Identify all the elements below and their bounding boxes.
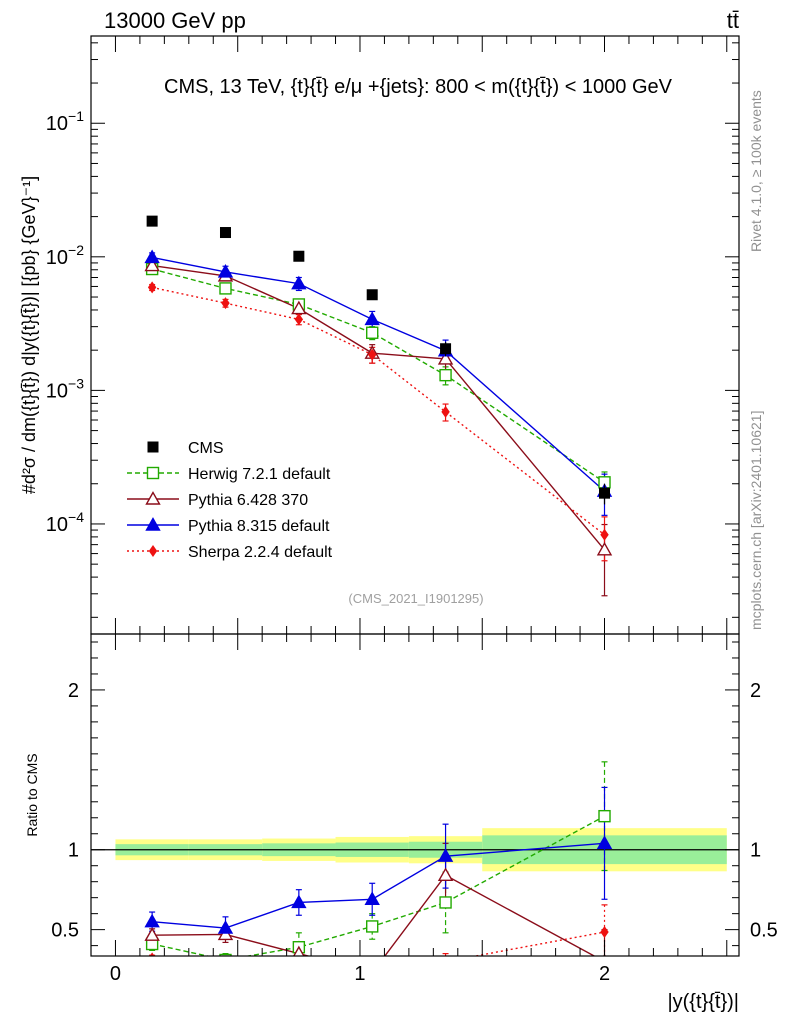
y-axis-label: #d²σ / dm({t}{t̄}) d|y({t}{t̄})| [{pb} {… bbox=[19, 176, 39, 494]
ratio-point-0 bbox=[366, 920, 379, 933]
data-point bbox=[599, 487, 611, 499]
series-point-3 bbox=[600, 528, 609, 541]
legend-marker bbox=[148, 545, 158, 557]
y-tick-exponent: −4 bbox=[68, 509, 84, 525]
y-tick-exponent: −3 bbox=[68, 375, 84, 391]
series-point-0 bbox=[219, 282, 232, 295]
ratio-tick-label-right: 1 bbox=[750, 840, 761, 862]
y-tick-label: 10−2 bbox=[46, 242, 84, 269]
process-label: tt̄ bbox=[727, 8, 739, 33]
y-tick-label: 10−3 bbox=[46, 375, 84, 402]
data-point bbox=[146, 215, 158, 227]
ratio-tick-label-left: 0.5 bbox=[51, 920, 79, 942]
ratio-axis-label: Ratio to CMS bbox=[24, 753, 40, 836]
series-point-1 bbox=[437, 351, 454, 365]
x-tick-label: 0 bbox=[110, 963, 121, 985]
y-tick-mantissa: 10 bbox=[46, 514, 68, 536]
legend-label: Sherpa 2.2.4 default bbox=[188, 544, 333, 561]
series-line-2 bbox=[151, 256, 605, 492]
ratio-point-2 bbox=[364, 891, 380, 905]
main-series bbox=[144, 215, 613, 597]
y-tick-label: 10−4 bbox=[46, 509, 84, 536]
legend: CMS Herwig 7.2.1 default Pythia 6.428 370 P… bbox=[127, 440, 333, 561]
ratio-tick-label-left: 2 bbox=[68, 680, 79, 702]
energy-label: 13000 GeV pp bbox=[104, 8, 246, 33]
ratio-line-0 bbox=[151, 815, 605, 956]
ratio-point-2 bbox=[437, 848, 454, 862]
x-tick-label: 1 bbox=[354, 963, 365, 985]
y-tick-mantissa: 10 bbox=[46, 113, 68, 135]
ratio-point-1 bbox=[437, 867, 454, 882]
legend-marker bbox=[147, 441, 159, 453]
analysis-label: (CMS_2021_I1901295) bbox=[348, 591, 483, 606]
series-point-3 bbox=[294, 313, 304, 326]
ratio-tick-label-right: 0.5 bbox=[750, 920, 778, 942]
ratio-point-3 bbox=[225, 955, 226, 956]
ratio-panel: 0.5 0.5 1 1 2 2 0 1 2 bbox=[51, 633, 778, 985]
series-point-2 bbox=[291, 275, 307, 290]
ratio-point-1 bbox=[366, 966, 379, 978]
legend-marker bbox=[145, 491, 161, 505]
series-point-3 bbox=[368, 348, 377, 361]
x-axis-label: |y({t}{t̄})| bbox=[667, 991, 739, 1013]
series-line-3 bbox=[151, 286, 605, 536]
ratio-point-1 bbox=[293, 945, 305, 956]
series-point-0 bbox=[366, 326, 379, 339]
ratio-point-3 bbox=[445, 955, 446, 956]
series-point-1 bbox=[596, 541, 613, 556]
ratio-tick-label-left: 1 bbox=[68, 840, 79, 862]
legend-marker bbox=[145, 517, 161, 531]
ratio-point-2 bbox=[217, 920, 234, 934]
ratio-line-1 bbox=[152, 874, 596, 956]
mcplots-label: mcplots.cern.ch [arXiv:2401.10621] bbox=[748, 411, 764, 630]
series-point-3 bbox=[221, 297, 230, 310]
y-tick-exponent: −1 bbox=[68, 108, 84, 124]
ratio-bands bbox=[91, 828, 739, 872]
x-tick-label: 2 bbox=[599, 963, 610, 985]
series-point-0 bbox=[439, 368, 452, 382]
legend-label: Pythia 6.428 370 bbox=[188, 492, 308, 509]
plot-title: CMS, 13 TeV, {t}{t̄} e/μ +{jets}: 800 < … bbox=[164, 76, 673, 98]
series-point-2 bbox=[217, 264, 234, 278]
series-point-1 bbox=[144, 257, 160, 272]
ratio-point-1 bbox=[144, 927, 160, 941]
ratio-point-3 bbox=[149, 952, 155, 956]
y-tick-exponent: −2 bbox=[68, 242, 84, 258]
data-point bbox=[293, 250, 305, 262]
rivet-label: Rivet 4.1.0, ≥ 100k events bbox=[748, 90, 764, 252]
legend-label: CMS bbox=[188, 440, 224, 457]
series-point-3 bbox=[441, 405, 450, 418]
ratio-frame bbox=[90, 633, 740, 957]
legend-label: Pythia 8.315 default bbox=[188, 518, 330, 535]
ratio-point-2 bbox=[144, 913, 160, 928]
ratio-point-0 bbox=[598, 809, 611, 823]
main-y-ticks: 10−110−210−310−4 bbox=[46, 108, 84, 536]
data-point bbox=[440, 343, 452, 355]
ratio-point-0 bbox=[439, 896, 452, 909]
legend-marker bbox=[146, 466, 160, 480]
series-point-3 bbox=[147, 281, 157, 294]
data-point bbox=[219, 227, 231, 239]
data-point bbox=[366, 289, 378, 301]
ratio-point-3 bbox=[368, 960, 376, 972]
ratio-point-2 bbox=[596, 835, 613, 850]
ratio-point-3 bbox=[600, 926, 609, 939]
ratio-point-3 bbox=[295, 959, 303, 971]
ratio-tick-label-right: 2 bbox=[750, 680, 761, 702]
ratio-point-0 bbox=[219, 953, 232, 956]
series-point-2 bbox=[144, 249, 160, 264]
series-point-2 bbox=[364, 311, 380, 326]
ratio-series bbox=[144, 761, 613, 978]
y-tick-label: 10−1 bbox=[46, 108, 84, 135]
y-tick-mantissa: 10 bbox=[46, 247, 68, 269]
ratio-line-2 bbox=[152, 842, 605, 929]
legend-label: Herwig 7.2.1 default bbox=[188, 466, 331, 483]
series-line-1 bbox=[152, 264, 606, 551]
y-tick-mantissa: 10 bbox=[46, 380, 68, 402]
series-line-0 bbox=[151, 268, 605, 483]
ratio-point-2 bbox=[291, 894, 307, 909]
